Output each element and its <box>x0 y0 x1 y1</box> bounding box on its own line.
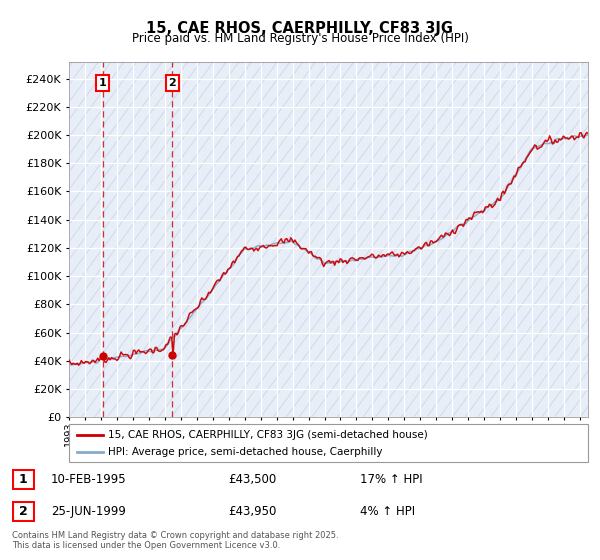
Text: 1: 1 <box>99 78 107 88</box>
Text: £43,500: £43,500 <box>228 473 276 486</box>
Text: 15, CAE RHOS, CAERPHILLY, CF83 3JG (semi-detached house): 15, CAE RHOS, CAERPHILLY, CF83 3JG (semi… <box>108 430 428 440</box>
Text: Contains HM Land Registry data © Crown copyright and database right 2025.
This d: Contains HM Land Registry data © Crown c… <box>12 531 338 550</box>
FancyBboxPatch shape <box>13 470 34 489</box>
Text: 1: 1 <box>19 473 28 486</box>
Text: 10-FEB-1995: 10-FEB-1995 <box>51 473 127 486</box>
Text: 17% ↑ HPI: 17% ↑ HPI <box>360 473 422 486</box>
Text: 2: 2 <box>19 505 28 518</box>
FancyBboxPatch shape <box>13 502 34 521</box>
Text: 15, CAE RHOS, CAERPHILLY, CF83 3JG: 15, CAE RHOS, CAERPHILLY, CF83 3JG <box>146 21 454 36</box>
FancyBboxPatch shape <box>69 424 588 462</box>
Text: HPI: Average price, semi-detached house, Caerphilly: HPI: Average price, semi-detached house,… <box>108 447 382 458</box>
Text: Price paid vs. HM Land Registry's House Price Index (HPI): Price paid vs. HM Land Registry's House … <box>131 32 469 45</box>
Text: 4% ↑ HPI: 4% ↑ HPI <box>360 505 415 518</box>
Text: £43,950: £43,950 <box>228 505 277 518</box>
Text: 25-JUN-1999: 25-JUN-1999 <box>51 505 126 518</box>
Text: 2: 2 <box>169 78 176 88</box>
